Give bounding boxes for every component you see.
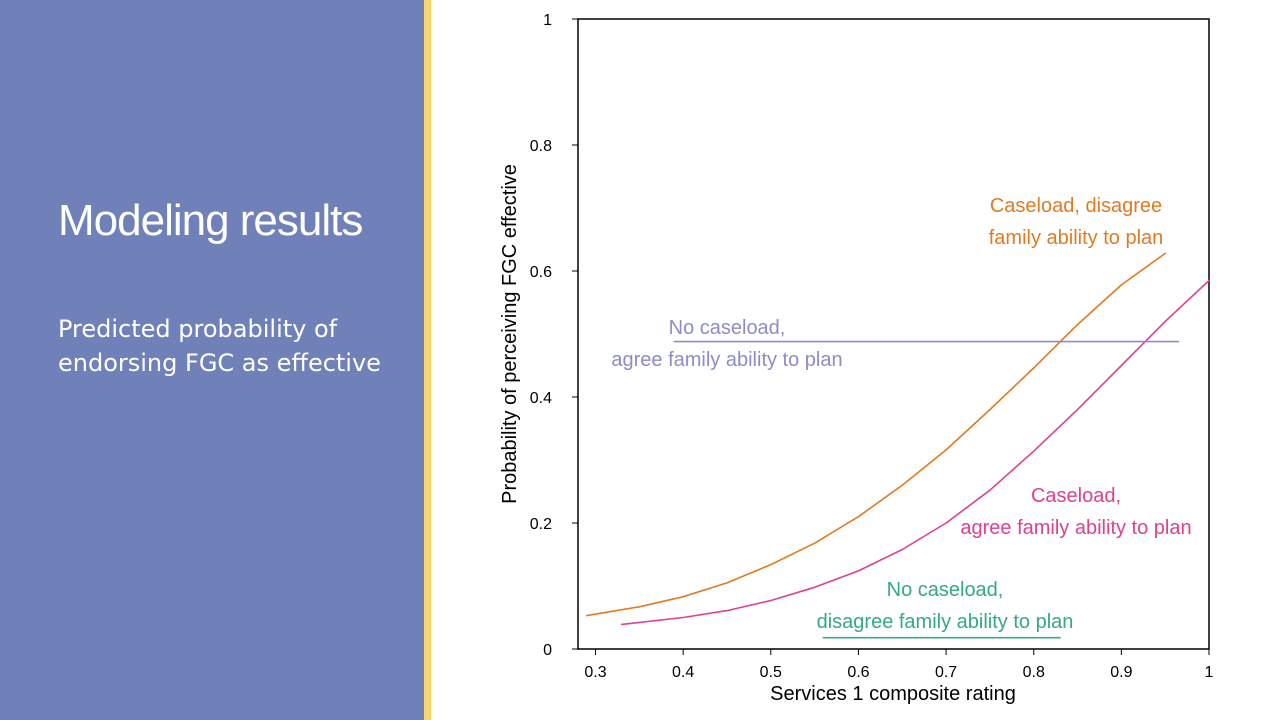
series-line-caseload-agree (621, 279, 1210, 626)
y-tick-label: 1 (543, 12, 552, 29)
series-lines (586, 252, 1210, 639)
y-axis-ticks: 0 0.2 0.4 0.6 0.8 1 (530, 12, 578, 659)
series-label-line: No caseload, (669, 317, 786, 339)
x-tick-label: 0.8 (1023, 664, 1045, 681)
x-axis-label: Services 1 composite rating (770, 683, 1016, 705)
y-tick-label: 0.4 (530, 390, 552, 407)
y-tick-label: 0.2 (530, 516, 552, 533)
y-axis-label: Probability of perceiving FGC effective (499, 164, 521, 504)
side-panel: Modeling results Predicted probability o… (0, 0, 424, 720)
series-label-no-caseload-agree: No caseload, agree family ability to plan (611, 317, 842, 371)
series-label-line: No caseload, (887, 579, 1004, 601)
series-label-no-caseload-disagree: No caseload, disagree family ability to p… (817, 579, 1074, 633)
slide-subtitle: Predicted probability of endorsing FGC a… (58, 315, 381, 377)
x-tick-label: 0.5 (760, 664, 782, 681)
x-tick-label: 1 (1205, 664, 1214, 681)
series-label-caseload-disagree: Caseload, disagree family ability to plan (989, 195, 1164, 249)
slide-title: Modeling results (58, 196, 363, 245)
series-line-caseload-disagree (586, 252, 1166, 617)
series-label-line: agree family ability to plan (611, 349, 842, 371)
y-tick-label: 0.6 (530, 264, 552, 281)
series-label-line: Caseload, disagree (990, 195, 1162, 217)
x-tick-label: 0.9 (1110, 664, 1132, 681)
x-tick-label: 0.4 (672, 664, 694, 681)
series-label-caseload-agree: Caseload, agree family ability to plan (960, 485, 1191, 539)
series-labels: Caseload, disagree family ability to plan… (611, 195, 1191, 633)
series-label-line: disagree family ability to plan (817, 611, 1074, 633)
y-tick-label: 0 (543, 642, 552, 659)
series-label-line: Caseload, (1031, 485, 1121, 507)
accent-stripe (424, 0, 431, 720)
y-tick-label: 0.8 (530, 138, 552, 155)
plot-frame (577, 18, 1210, 650)
x-tick-label: 0.6 (847, 664, 869, 681)
x-tick-label: 0.7 (935, 664, 957, 681)
x-tick-label: 0.3 (584, 664, 606, 681)
x-axis-ticks: 0.3 0.4 0.5 0.6 0.7 0.8 0.9 1 (584, 649, 1214, 681)
series-label-line: agree family ability to plan (960, 517, 1191, 539)
series-label-line: family ability to plan (989, 227, 1164, 249)
